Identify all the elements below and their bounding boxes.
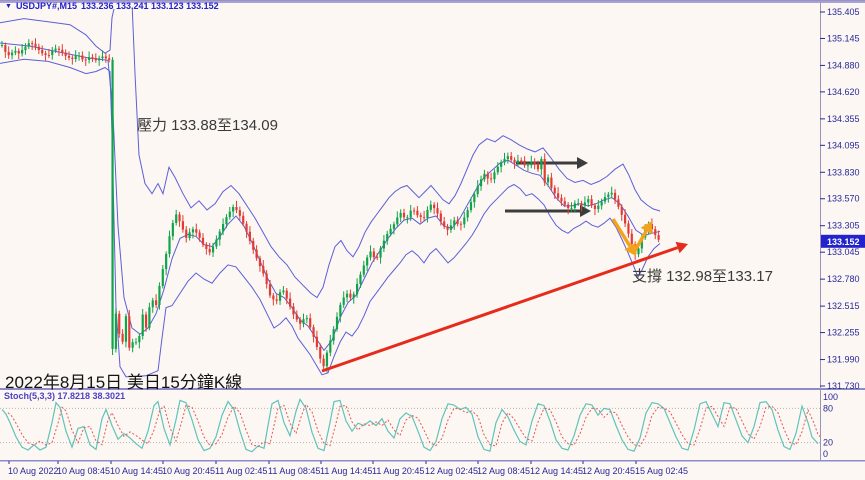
stoch-axis-label: 100 — [823, 392, 838, 402]
time-axis-label: 11 Aug 20:45 — [372, 466, 424, 476]
time-axis-label: 12 Aug 14:45 — [530, 466, 583, 476]
stoch-axis-label: 80 — [823, 403, 833, 413]
window-frame-lines — [0, 0, 865, 462]
time-axis-label: 10 Aug 08:45 — [57, 466, 110, 476]
time-axis-label: 11 Aug 08:45 — [268, 466, 320, 476]
price-axis-label: 133.305 — [827, 221, 860, 231]
candlesticks — [0, 38, 660, 373]
consolidation-range-arrows[interactable] — [505, 157, 591, 217]
stoch-axis-label: 0 — [823, 449, 828, 459]
symbol-dropdown-icon[interactable]: ▼ — [5, 2, 12, 10]
time-axis-label: 11 Aug 02:45 — [215, 466, 267, 476]
time-axis-label: 12 Aug 08:45 — [477, 466, 530, 476]
current-price-tag: 133.152 — [821, 234, 865, 248]
stoch-indicator-label: Stoch(5,3,3) 17.8218 38.3021 — [4, 391, 126, 401]
price-axis-label: 131.990 — [827, 355, 860, 365]
price-axis-label: 131.730 — [827, 381, 860, 391]
price-axis-label: 133.830 — [827, 167, 860, 177]
price-axis-label: 135.405 — [827, 7, 860, 17]
price-axis-label: 134.095 — [827, 140, 860, 150]
price-axis-label: 134.355 — [827, 114, 860, 124]
time-axis-label: 10 Aug 20:45 — [162, 466, 215, 476]
resistance-annotation[interactable]: 壓力 133.88至134.09 — [137, 117, 278, 134]
price-axis-label: 133.045 — [827, 247, 860, 257]
resistance-arrow-lower[interactable] — [505, 205, 591, 217]
price-axis-label: 134.620 — [827, 87, 860, 97]
price-axis-label: 132.780 — [827, 274, 860, 284]
support-annotation[interactable]: 支撐 132.98至133.17 — [632, 268, 773, 285]
time-axis-label: 12 Aug 02:45 — [425, 466, 478, 476]
time-axis-label: 15 Aug 02:45 — [635, 466, 688, 476]
red-trend-arrow[interactable] — [321, 241, 688, 373]
orange-v-arrow-up[interactable] — [631, 221, 652, 255]
price-axis-label: 135.145 — [827, 33, 860, 43]
time-axis-label: 10 Aug 14:45 — [110, 466, 163, 476]
time-axis-label: 12 Aug 20:45 — [582, 466, 635, 476]
stoch-axis-label: 20 — [823, 438, 833, 448]
price-axis-label: 134.880 — [827, 60, 860, 70]
chart-caption-annotation[interactable]: 2022年8月15日 美日15分鐘K線 — [5, 373, 243, 392]
price-axis[interactable]: 135.405 135.145 134.880 134.620 134.355 134.0… — [820, 7, 860, 391]
resistance-arrow-upper[interactable] — [516, 157, 588, 169]
price-axis-label: 133.570 — [827, 194, 860, 204]
ohlc-values: 133.236 133.241 133.123 133.152 — [80, 1, 219, 11]
price-axis-label: 132.515 — [827, 301, 860, 311]
stochastic-lines — [1, 397, 820, 453]
chart-header: ▼ USDJPY#,M15 133.236 133.241 133.123 13… — [5, 1, 219, 11]
drawn-trend-arrows[interactable] — [321, 218, 688, 373]
current-price-value: 133.152 — [827, 237, 860, 247]
symbol-timeframe-label: USDJPY#,M15 — [15, 1, 77, 11]
price-axis-label: 132.255 — [827, 328, 860, 338]
time-axis-label: 11 Aug 14:45 — [320, 466, 372, 476]
time-axis-label: 10 Aug 2022 — [8, 466, 59, 476]
